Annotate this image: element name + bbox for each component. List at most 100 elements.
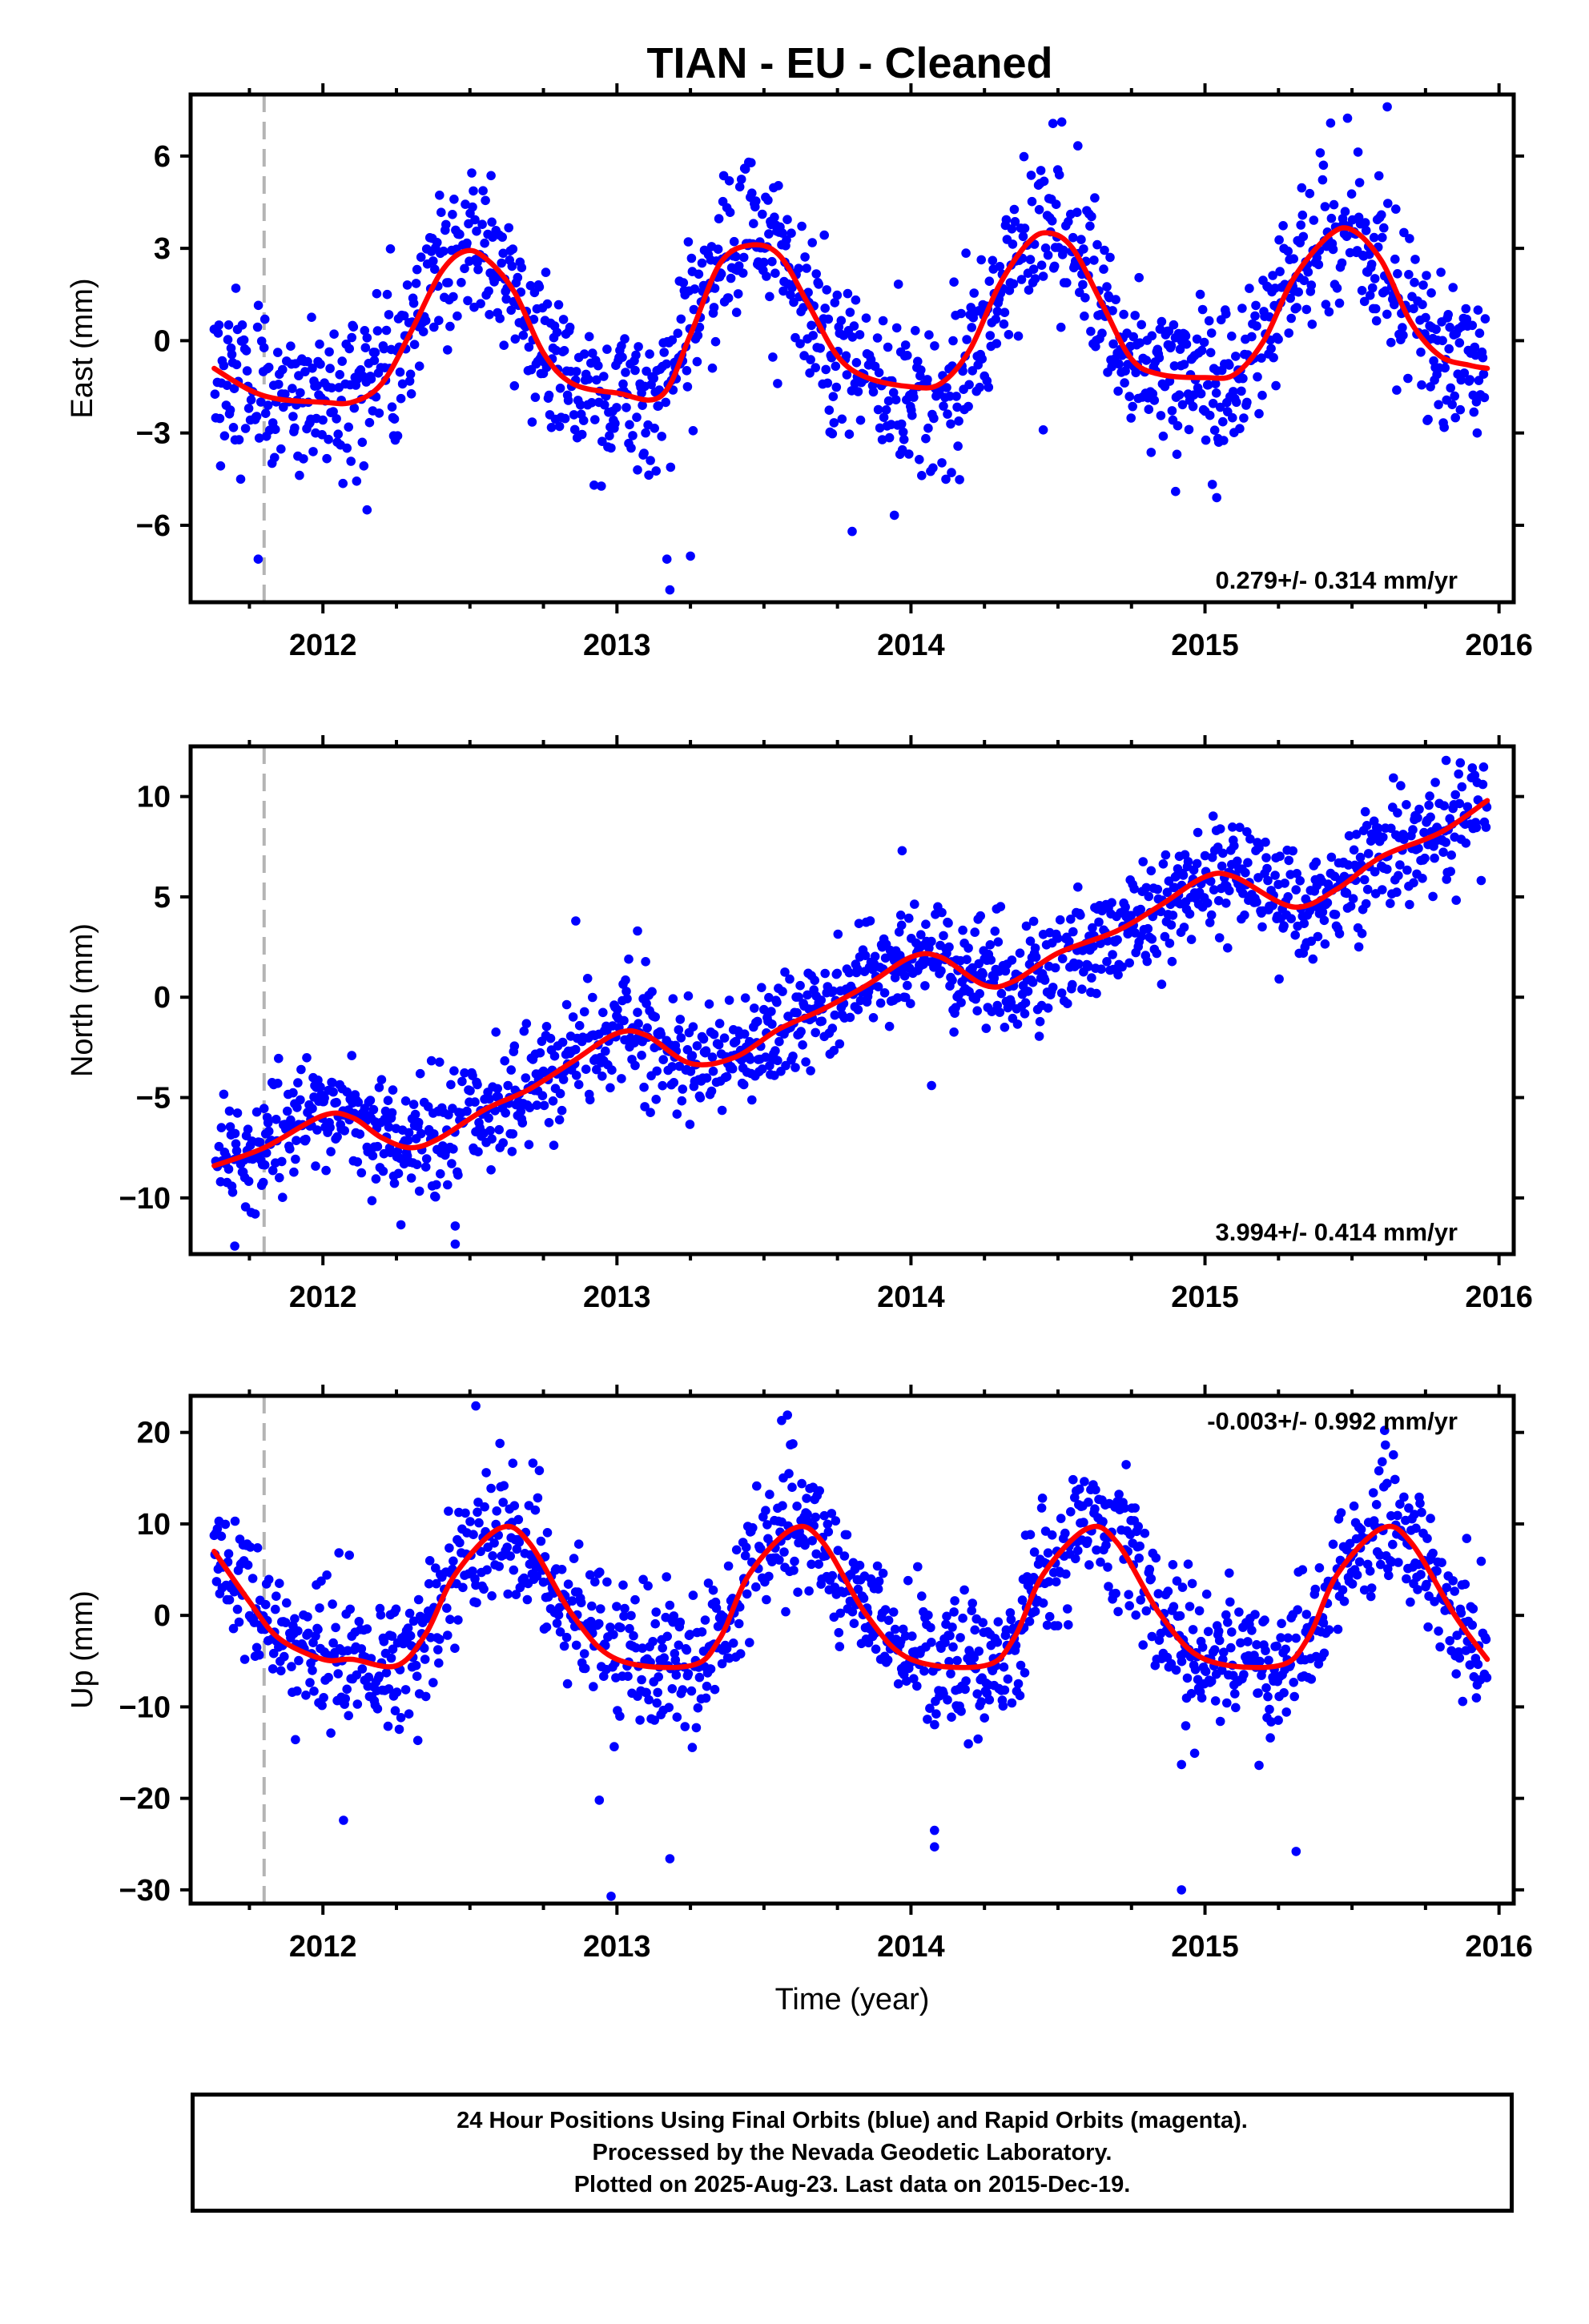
data-point xyxy=(1126,413,1136,423)
data-point xyxy=(1184,424,1194,435)
data-point xyxy=(1430,778,1440,787)
data-point xyxy=(778,987,787,996)
data-point xyxy=(1481,1634,1491,1644)
data-point xyxy=(839,1551,850,1561)
data-point xyxy=(1008,279,1019,289)
data-point xyxy=(1209,885,1219,895)
data-point xyxy=(1193,827,1203,838)
data-point xyxy=(1211,388,1221,398)
data-point xyxy=(1257,922,1267,932)
data-point xyxy=(762,1520,772,1530)
data-point xyxy=(432,1180,441,1190)
data-point xyxy=(884,1021,895,1031)
data-point xyxy=(936,966,946,976)
data-point xyxy=(738,1080,749,1090)
data-point xyxy=(287,1662,296,1671)
data-point xyxy=(921,433,931,444)
data-point xyxy=(1456,1608,1466,1618)
data-point xyxy=(291,1735,300,1745)
data-point xyxy=(613,1005,622,1015)
data-point xyxy=(710,283,720,293)
data-point xyxy=(749,219,758,229)
data-point xyxy=(1370,304,1381,314)
data-point xyxy=(404,1709,414,1719)
data-point xyxy=(1378,1457,1387,1467)
data-point xyxy=(1098,1517,1108,1526)
data-point xyxy=(1478,729,1487,738)
data-point xyxy=(806,1066,815,1076)
data-point xyxy=(1006,1614,1016,1625)
data-point xyxy=(1445,1636,1454,1646)
data-point xyxy=(1467,320,1478,331)
data-point xyxy=(268,1648,279,1659)
data-point xyxy=(961,1676,971,1686)
data-point xyxy=(844,967,855,978)
data-point xyxy=(1010,217,1020,227)
data-point xyxy=(579,1007,589,1017)
data-point xyxy=(1439,422,1449,432)
data-point xyxy=(1097,328,1107,339)
data-point xyxy=(980,1713,989,1723)
data-point xyxy=(851,295,861,305)
data-point xyxy=(462,1106,472,1116)
data-point xyxy=(751,196,761,206)
data-point xyxy=(1234,1607,1244,1617)
data-point xyxy=(683,237,694,247)
data-point xyxy=(435,1634,445,1644)
data-point xyxy=(948,1642,958,1652)
data-point xyxy=(880,1605,891,1614)
data-point xyxy=(970,927,980,937)
data-point xyxy=(903,980,912,991)
data-point xyxy=(1130,311,1140,320)
data-point xyxy=(558,1075,569,1084)
data-point xyxy=(992,307,1003,316)
data-point xyxy=(292,1686,302,1696)
data-point xyxy=(757,983,766,992)
data-point xyxy=(1031,952,1041,962)
data-point xyxy=(1124,958,1134,968)
data-point xyxy=(1181,1721,1191,1731)
data-point xyxy=(369,356,380,365)
data-point xyxy=(449,1144,458,1154)
data-point xyxy=(1212,493,1221,503)
data-point xyxy=(308,1666,317,1675)
data-point xyxy=(271,424,280,434)
data-point xyxy=(573,1080,584,1090)
data-point xyxy=(1188,1625,1198,1634)
data-point xyxy=(1451,895,1461,905)
data-point xyxy=(831,382,842,392)
data-point xyxy=(1168,1560,1178,1570)
data-point xyxy=(1378,885,1387,895)
data-point xyxy=(504,223,513,233)
data-point xyxy=(1020,998,1031,1007)
data-point xyxy=(1124,392,1134,401)
data-point xyxy=(384,1122,394,1132)
data-point xyxy=(953,441,963,451)
data-point xyxy=(1229,841,1239,850)
data-point xyxy=(400,1096,411,1106)
data-point xyxy=(768,352,778,362)
data-point xyxy=(824,405,835,415)
data-point xyxy=(322,1570,332,1580)
y-tick-label: 10 xyxy=(137,781,171,814)
data-point xyxy=(1295,876,1305,886)
data-point xyxy=(727,1063,738,1074)
data-point xyxy=(1135,1541,1144,1551)
data-point xyxy=(1030,274,1040,283)
data-point xyxy=(988,255,998,266)
data-point xyxy=(709,303,719,312)
data-point xyxy=(232,1604,243,1614)
data-point xyxy=(1120,378,1129,388)
data-point xyxy=(1289,1678,1298,1687)
data-point xyxy=(1290,930,1300,940)
data-point xyxy=(723,293,734,303)
data-point xyxy=(700,1615,710,1625)
data-point xyxy=(708,1066,718,1076)
data-point xyxy=(1292,303,1301,312)
data-point xyxy=(1134,272,1144,283)
data-point xyxy=(1455,758,1466,768)
data-point xyxy=(579,1649,589,1659)
data-point xyxy=(329,329,339,340)
data-point xyxy=(1012,1019,1023,1029)
